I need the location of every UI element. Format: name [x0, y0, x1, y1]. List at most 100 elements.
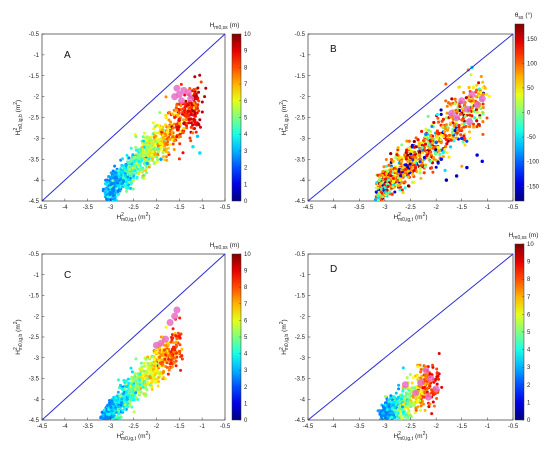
colorbar-tick-label: 9: [527, 260, 531, 266]
data-point: [132, 378, 136, 382]
data-point: [163, 144, 167, 148]
data-point: [429, 150, 433, 154]
data-point: [379, 409, 383, 413]
data-point: [142, 361, 146, 365]
x-tick-label: -2.5: [405, 205, 416, 211]
data-point: [130, 370, 134, 374]
data-point: [175, 108, 179, 112]
y-tick-label: -3: [300, 136, 306, 142]
data-point: [405, 405, 409, 409]
data-point: [159, 126, 162, 130]
data-point: [429, 160, 432, 163]
y-axis-label-unit: (m: [281, 324, 288, 332]
y-tick-label: -4: [300, 397, 306, 403]
data-point: [403, 399, 407, 403]
data-point: [134, 391, 138, 395]
data-point: [164, 123, 167, 127]
data-point: [174, 364, 178, 368]
colorbar-title: Hm0,ss (m): [210, 242, 240, 251]
data-point: [132, 178, 136, 182]
data-point: [467, 98, 471, 102]
data-point: [168, 143, 172, 146]
data-point: [382, 165, 386, 169]
data-point: [128, 168, 132, 172]
data-point: [406, 399, 410, 403]
highlighted-point: [447, 109, 455, 117]
data-point: [389, 152, 393, 156]
data-point: [403, 186, 407, 190]
data-point: [169, 361, 173, 365]
colorbar-tick-label: 150: [527, 37, 538, 43]
data-point: [437, 149, 441, 153]
data-point: [414, 166, 418, 170]
data-point: [420, 129, 424, 133]
data-point: [117, 412, 121, 415]
x-tick-label: -3.5: [354, 424, 365, 430]
data-point: [406, 175, 410, 179]
data-point: [160, 358, 164, 362]
data-point: [162, 348, 166, 352]
y-tick-label: -0.5: [29, 252, 40, 258]
reference-line: [41, 253, 226, 421]
data-point: [167, 118, 171, 122]
data-point: [482, 92, 485, 96]
data-point: [171, 327, 175, 331]
x-tick-label: -1.5: [457, 424, 468, 430]
data-point: [121, 157, 124, 161]
highlighted-point: [173, 84, 181, 92]
data-point: [167, 151, 171, 155]
data-point: [397, 157, 401, 161]
data-point: [125, 170, 129, 174]
data-point: [177, 119, 181, 122]
x-axis-label-unit-end: ): [148, 214, 150, 221]
data-point: [172, 148, 176, 151]
colorbar-tick-label: 6: [244, 318, 248, 324]
data-point: [422, 139, 426, 143]
data-point: [134, 148, 138, 152]
data-point: [101, 413, 105, 417]
data-point: [430, 412, 434, 416]
data-point: [193, 92, 197, 96]
data-point: [136, 162, 140, 166]
data-point: [120, 397, 124, 401]
data-point: [137, 172, 141, 176]
data-point: [423, 165, 427, 169]
data-point: [417, 153, 421, 157]
y-axis-label-main: H: [281, 130, 288, 135]
data-point: [409, 399, 413, 403]
data-point: [170, 355, 174, 359]
y-axis-label-sup: 2: [279, 128, 285, 131]
y-tick-label: -3.5: [29, 157, 40, 163]
data-point: [389, 396, 393, 400]
data-point: [156, 158, 160, 161]
y-axis-label-unit-end: ): [281, 319, 288, 321]
data-point: [165, 137, 169, 141]
y-tick-label: -1: [300, 53, 306, 59]
outlier-point: [454, 174, 459, 178]
data-point: [117, 405, 121, 409]
data-point: [175, 102, 179, 106]
data-point: [172, 361, 176, 365]
data-point: [382, 408, 386, 411]
data-point: [381, 195, 385, 199]
data-point: [193, 122, 197, 126]
data-point: [134, 135, 138, 139]
data-point: [125, 186, 129, 190]
outlier-point: [460, 136, 464, 141]
colorbar-tick-label: 8: [244, 285, 248, 291]
data-point: [147, 137, 151, 141]
data-point: [170, 130, 174, 134]
data-point: [441, 155, 445, 159]
data-point: [400, 143, 404, 147]
colorbar-tick-label: 7: [244, 82, 248, 88]
highlighted-point: [184, 88, 192, 96]
data-point: [179, 368, 183, 372]
data-point: [408, 146, 412, 150]
data-point: [444, 123, 448, 127]
data-point: [162, 376, 166, 379]
data-point: [125, 189, 128, 193]
data-point: [196, 86, 200, 90]
y-tick-label: -4: [34, 178, 40, 184]
highlighted-point: [401, 381, 409, 389]
colorbar-tick-label: 5: [527, 330, 531, 336]
